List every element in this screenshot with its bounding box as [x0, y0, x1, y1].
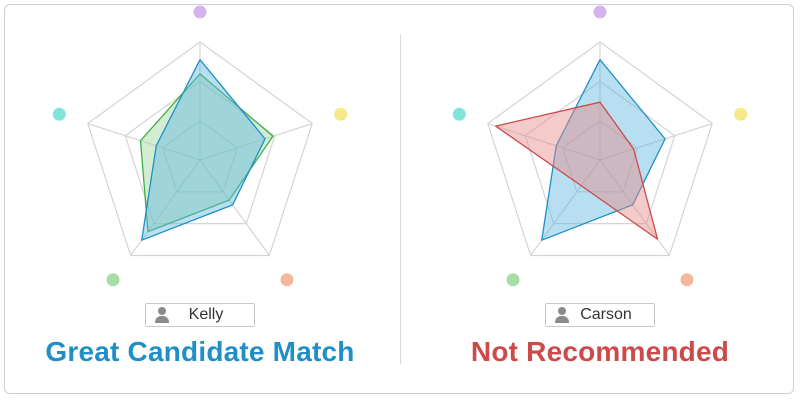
match-verdict: Great Candidate Match	[45, 336, 355, 367]
grid-spoke	[487, 122, 601, 161]
grid-spoke	[199, 159, 270, 256]
grid-ring	[487, 41, 713, 257]
candidate-name-field[interactable]: Kelly	[145, 303, 255, 327]
candidate-profile-shape	[494, 101, 659, 240]
axis-marker-dot	[280, 273, 294, 287]
match-verdict: Not Recommended	[470, 336, 730, 367]
axis-marker-dot	[506, 273, 520, 287]
grid-ring	[87, 41, 313, 257]
candidate-name: Kelly	[188, 306, 224, 323]
panel-divider	[400, 34, 401, 364]
ideal-profile-shape	[541, 59, 666, 241]
comparison-card	[4, 4, 794, 394]
axis-marker-dot	[334, 107, 348, 121]
axis-marker-dot	[106, 273, 120, 287]
axis-marker-dot	[452, 107, 466, 121]
candidate-panel-carson: Carson Not Recommended	[400, 0, 800, 400]
grid-ring	[524, 80, 676, 225]
axis-marker-dot	[680, 273, 694, 287]
axis-marker-dot	[734, 107, 748, 121]
candidate-name-field[interactable]: Carson	[545, 303, 655, 327]
grid-spoke	[599, 122, 713, 161]
candidate-name: Carson	[580, 306, 632, 323]
grid-ring	[561, 119, 639, 193]
grid-spoke	[87, 122, 201, 161]
radar-chart-kelly	[52, 5, 348, 287]
user-icon	[552, 304, 574, 326]
axis-marker-dot	[193, 5, 207, 19]
axis-marker-dot	[52, 107, 66, 121]
axis-marker-dot	[593, 5, 607, 19]
user-icon	[152, 304, 174, 326]
candidate-panel-kelly: Kelly Great Candidate Match	[45, 5, 355, 367]
grid-ring	[161, 119, 239, 193]
grid-spoke	[199, 122, 313, 161]
radar-chart-carson	[452, 5, 748, 287]
ideal-profile-shape	[139, 73, 274, 233]
candidate-profile-shape	[141, 59, 266, 241]
